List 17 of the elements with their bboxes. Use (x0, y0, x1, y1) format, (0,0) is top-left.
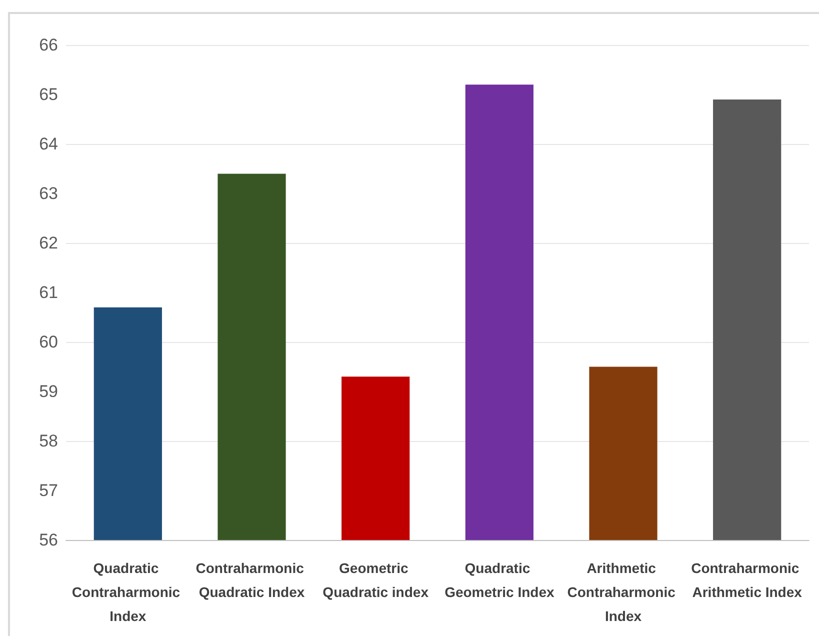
y-tick-label: 60 (39, 332, 58, 352)
y-tick-label: 63 (39, 184, 58, 203)
x-tick-label: Arithmetic Contraharmonic Index (567, 560, 680, 624)
y-tick-label: 56 (39, 530, 58, 550)
x-tick-label: Quadratic Geometric Index (444, 560, 554, 600)
y-tick-label: 62 (39, 234, 58, 252)
y-tick-label: 57 (39, 481, 58, 500)
x-tick-label: Contraharmonic Arithmetic Index (691, 560, 804, 600)
y-tick-label: 64 (39, 134, 58, 154)
y-tick-label: 61 (39, 283, 58, 302)
x-tick-label: Geometric Quadratic index (322, 560, 429, 600)
y-tick-label: 65 (39, 85, 58, 104)
x-tick-label: Quadratic Contraharmonic Index (72, 560, 184, 624)
y-tick-label: 66 (39, 36, 58, 54)
y-tick-label: 59 (39, 382, 58, 401)
y-tick-label: 58 (39, 432, 58, 450)
x-tick-label: Contraharmonic Quadratic Index (196, 560, 308, 600)
